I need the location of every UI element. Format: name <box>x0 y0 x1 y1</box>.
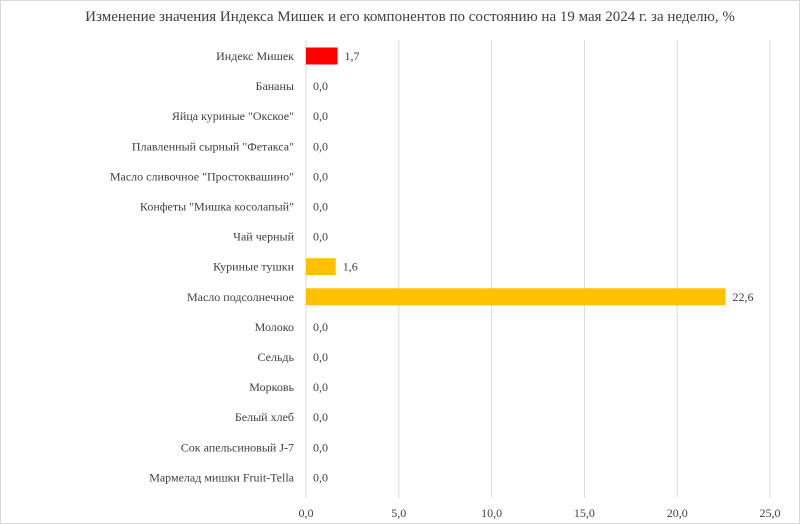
category-label: Морковь <box>249 380 294 394</box>
x-tick-label: 5,0 <box>391 506 406 520</box>
data-label: 0,0 <box>313 320 328 334</box>
category-label: Бананы <box>256 79 294 93</box>
data-label: 0,0 <box>313 169 328 183</box>
category-label: Масло подсолнечное <box>187 290 294 304</box>
data-label: 0,0 <box>313 380 328 394</box>
data-label: 0,0 <box>313 139 328 153</box>
category-label: Сок апельсиновый J-7 <box>181 440 294 454</box>
data-label: 1,7 <box>345 49 360 63</box>
data-label: 0,0 <box>313 410 328 424</box>
data-label: 22,6 <box>732 290 753 304</box>
data-label: 0,0 <box>313 440 328 454</box>
data-label: 0,0 <box>313 200 328 214</box>
bar <box>306 288 726 306</box>
category-label: Масло сливочное "Простоквашино" <box>110 169 294 183</box>
x-tick-label: 15,0 <box>574 506 595 520</box>
x-tick-label: 10,0 <box>481 506 502 520</box>
data-label: 1,6 <box>343 260 358 274</box>
category-label: Чай черный <box>233 230 294 244</box>
category-label: Мармелад мишки Fruit-Tella <box>149 470 294 484</box>
category-label: Сельдь <box>257 350 294 364</box>
data-label: 0,0 <box>313 350 328 364</box>
data-label: 0,0 <box>313 230 328 244</box>
data-label: 0,0 <box>313 470 328 484</box>
category-label: Плавленный сырный "Фетакса" <box>132 139 294 153</box>
data-label: 0,0 <box>313 109 328 123</box>
bar <box>306 258 336 276</box>
x-tick-label: 20,0 <box>667 506 688 520</box>
category-label: Куриные тушки <box>213 260 294 274</box>
data-label: 0,0 <box>313 79 328 93</box>
category-label: Белый хлеб <box>235 410 294 424</box>
bar <box>306 47 338 65</box>
category-label: Молоко <box>255 320 294 334</box>
chart-title: Изменение значения Индекса Мишек и его к… <box>85 9 735 25</box>
x-tick-label: 25,0 <box>760 506 781 520</box>
category-label: Конфеты "Мишка косолапый" <box>140 200 294 214</box>
category-label: Яйца куриные "Окское" <box>172 109 294 123</box>
category-label: Индекс Мишек <box>216 49 294 63</box>
x-tick-label: 0,0 <box>299 506 314 520</box>
